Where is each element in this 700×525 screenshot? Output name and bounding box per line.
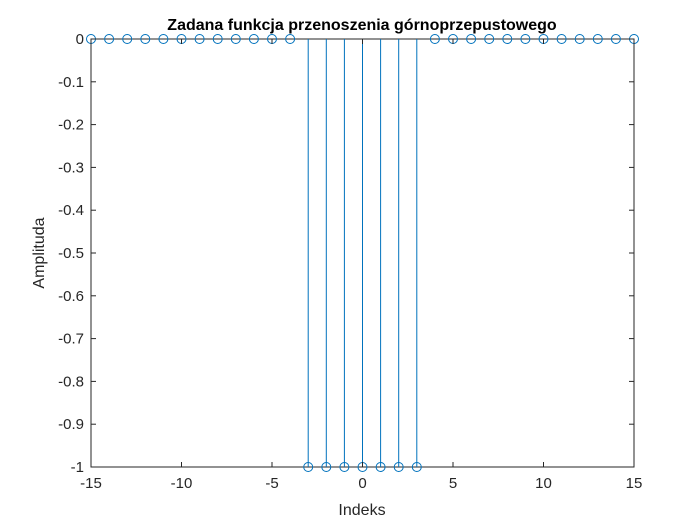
stem-marker	[592, 34, 603, 44]
stem-marker	[375, 462, 386, 472]
y-tick-label: -0.1	[58, 74, 84, 91]
x-tick-label: 5	[449, 475, 457, 492]
stem-marker	[466, 34, 477, 44]
y-tick-label: -0.4	[58, 202, 84, 219]
y-tick-label: 0	[76, 31, 84, 48]
y-tick-label: -0.3	[58, 159, 84, 176]
y-tick-label: -0.5	[58, 245, 84, 262]
y-tick-label: -0.9	[58, 416, 84, 433]
stem-marker	[230, 34, 241, 44]
stem-marker	[140, 34, 151, 44]
stem-series	[86, 34, 639, 472]
stem-marker	[484, 34, 495, 44]
x-axis-label: Indeks	[338, 502, 385, 519]
x-tick-label: 0	[358, 475, 366, 492]
x-axis-ticks: -15 -10 -5 0 5 10 15	[80, 39, 642, 492]
stem-marker	[194, 34, 205, 44]
chart-title: Zadana funkcja przenoszenia górnoprzepus…	[167, 17, 557, 34]
stem-marker	[502, 34, 513, 44]
stem-marker	[556, 34, 567, 44]
x-tick-label: -15	[80, 475, 102, 492]
stem-marker	[303, 462, 314, 472]
y-tick-label: -0.7	[58, 331, 84, 348]
y-tick-label: -0.8	[58, 373, 84, 390]
y-axis-ticks: 0 -0.1 -0.2 -0.3 -0.4 -0.5 -0.6 -0.7 -0.8 -0.9 -1	[58, 31, 634, 476]
y-tick-label: -0.6	[58, 288, 84, 305]
stem-marker	[212, 34, 223, 44]
y-tick-label: -0.2	[58, 117, 84, 134]
y-axis-label: Amplituda	[31, 217, 48, 288]
x-tick-label: -10	[171, 475, 193, 492]
stem-marker	[411, 462, 422, 472]
stem-marker	[429, 34, 440, 44]
x-tick-label: -5	[265, 475, 278, 492]
stem-marker	[248, 34, 259, 44]
x-tick-label: 10	[535, 475, 552, 492]
x-tick-label: 15	[626, 475, 643, 492]
stem-marker	[104, 34, 115, 44]
y-tick-label: -1	[71, 459, 84, 476]
stem-marker	[158, 34, 169, 44]
stem-marker	[321, 462, 332, 472]
stem-marker	[520, 34, 531, 44]
stem-marker	[574, 34, 585, 44]
stem-marker	[285, 34, 296, 44]
stem-marker	[393, 462, 404, 472]
stem-marker	[339, 462, 350, 472]
stem-marker	[122, 34, 133, 44]
stem-marker	[610, 34, 621, 44]
